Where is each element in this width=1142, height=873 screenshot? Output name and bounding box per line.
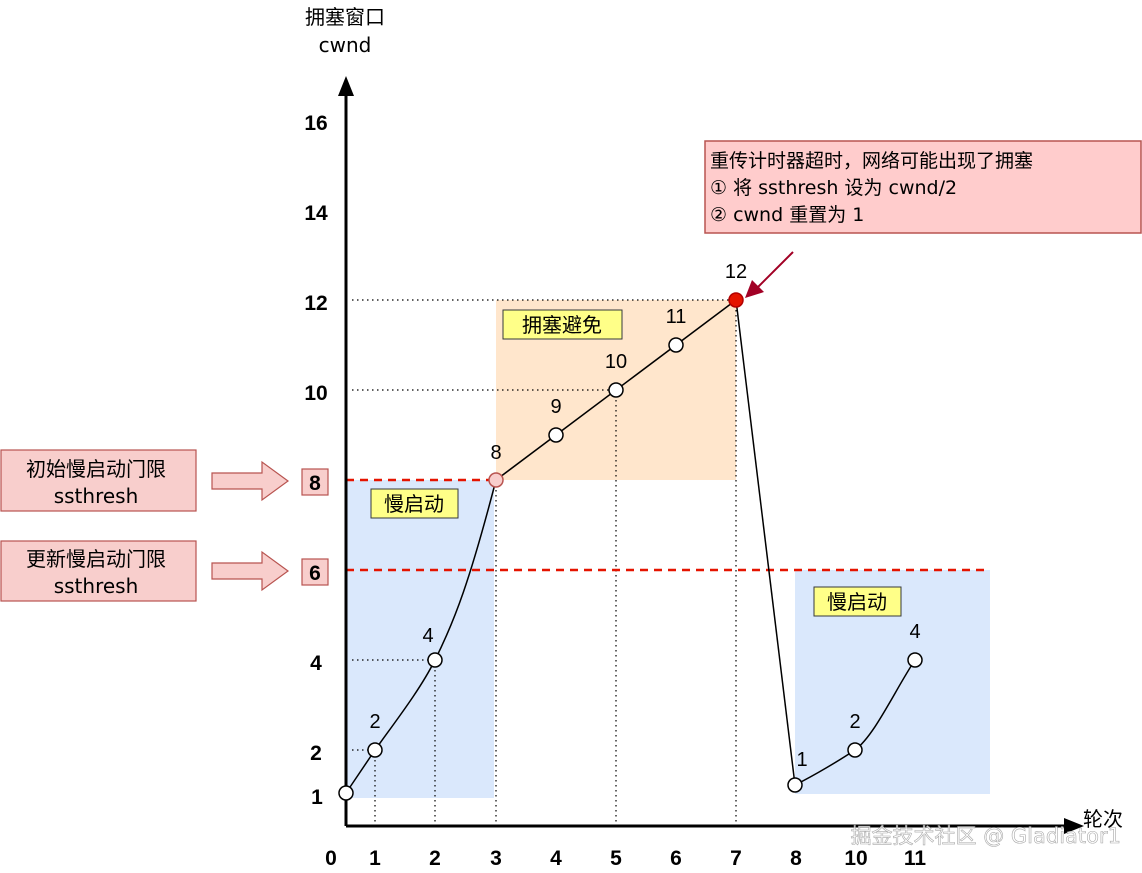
axes: [344, 92, 1068, 828]
y-tick-10: 10: [304, 382, 327, 405]
x-tick-8: 8: [790, 847, 802, 870]
phase-label-slow-start-2: 慢启动: [813, 586, 902, 617]
y-tick-1: 1: [311, 786, 323, 809]
x-tick-1: 1: [369, 847, 381, 870]
y-tick-labels: 1 2 4 6 8 10 12 14 16: [304, 112, 328, 809]
point-labels: 1 2 4 8 9 10 11 12 1 2 4: [369, 261, 920, 771]
timeout-pointer-line: [757, 251, 794, 288]
phase-label-slow-start-1: 慢启动: [370, 488, 459, 519]
point-label-2: 2: [369, 711, 380, 733]
updated-ssthresh-marker: 6: [301, 558, 329, 586]
timeout-note-line2: ① 将 ssthresh 设为 cwnd/2: [710, 177, 957, 199]
updated-ssthresh-line1: 更新慢启动门限: [26, 547, 166, 571]
y-tick-16: 16: [304, 112, 327, 135]
y-tick-14: 14: [304, 202, 328, 225]
phase-label-slow-start-2-text: 慢启动: [827, 590, 887, 614]
point-11: [668, 337, 684, 353]
y-axis-arrow-icon: [338, 76, 354, 96]
watermark: 掘金技术社区 @ Gladiator1: [851, 824, 1121, 848]
x-tick-7: 7: [730, 847, 742, 870]
point-2: [367, 742, 383, 758]
phase-label-avoidance: 拥塞避免: [502, 309, 623, 340]
phase-label-slow-start-1-text: 慢启动: [384, 492, 444, 516]
point-4: [427, 652, 443, 668]
x-tick-5: 5: [610, 847, 622, 870]
x-tick-0: 0: [325, 847, 337, 870]
point-8: [488, 472, 504, 488]
timeout-pointer-arrow-icon: [745, 280, 764, 298]
initial-ssthresh-line2: ssthresh: [54, 484, 139, 508]
y-axis-title-cn: 拥塞窗口: [305, 5, 385, 29]
point-label-restart-4: 4: [909, 621, 920, 643]
initial-ssthresh-label: 初始慢启动门限 ssthresh: [0, 449, 197, 512]
point-label-restart-1: 1: [796, 749, 807, 771]
point-9: [548, 427, 564, 443]
point-label-10: 10: [605, 351, 627, 373]
x-tick-11: 11: [904, 847, 927, 870]
point-restart-1: [787, 777, 803, 793]
point-12-timeout: [728, 292, 744, 308]
point-label-4: 4: [422, 625, 433, 647]
initial-ssthresh-value: 8: [309, 472, 321, 495]
timeout-note: 重传计时器超时，网络可能出现了拥塞 ① 将 ssthresh 设为 cwnd/2…: [704, 140, 1142, 234]
point-1: [338, 785, 354, 801]
updated-ssthresh-label: 更新慢启动门限 ssthresh: [0, 540, 197, 602]
updated-ssthresh-value: 6: [309, 562, 321, 585]
x-axis-arrow-icon: [1064, 818, 1084, 834]
x-axis-title: 轮次: [1083, 807, 1123, 831]
y-tick-2: 2: [310, 742, 322, 765]
point-label-restart-2: 2: [849, 711, 860, 733]
x-tick-2: 2: [429, 847, 441, 870]
y-tick-4: 4: [310, 652, 322, 675]
point-restart-4: [907, 652, 923, 668]
cwnd-curve-drop: [735, 299, 796, 786]
timeout-note-line3: ② cwnd 重置为 1: [710, 204, 864, 226]
y-tick-12: 12: [304, 292, 327, 315]
initial-ssthresh-line1: 初始慢启动门限: [26, 457, 166, 481]
updated-ssthresh-arrow-icon: [211, 550, 290, 592]
x-tick-10: 10: [844, 847, 867, 870]
point-label-12: 12: [725, 261, 747, 283]
updated-ssthresh-line2: ssthresh: [54, 574, 139, 598]
dotted-guides: [352, 299, 737, 826]
phase-label-avoidance-text: 拥塞避免: [522, 313, 602, 337]
point-label-8: 8: [490, 442, 501, 464]
timeout-note-line1: 重传计时器超时，网络可能出现了拥塞: [710, 150, 1033, 172]
data-points: [338, 292, 923, 801]
point-restart-2: [847, 742, 863, 758]
x-tick-6: 6: [670, 847, 682, 870]
point-label-11: 11: [666, 306, 687, 328]
point-10: [608, 382, 624, 398]
initial-ssthresh-marker: 8: [301, 468, 329, 496]
x-tick-4: 4: [550, 847, 562, 870]
x-tick-3: 3: [490, 847, 502, 870]
y-axis-title-en: cwnd: [319, 33, 372, 57]
initial-ssthresh-arrow-icon: [211, 460, 290, 502]
x-tick-labels: 0 1 2 3 4 5 6 7 8 10 11: [325, 847, 926, 870]
point-label-9: 9: [550, 396, 561, 418]
